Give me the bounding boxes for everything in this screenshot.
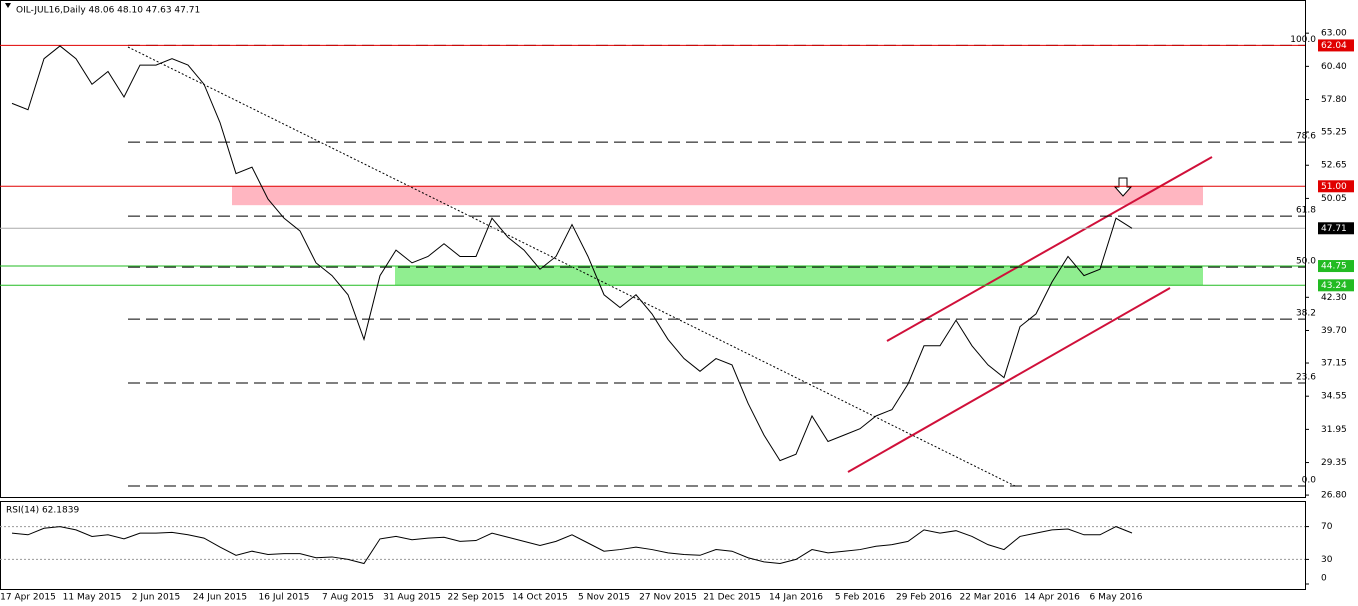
y-tick-label: 42.30	[1321, 293, 1347, 303]
level-label: 44.75	[1321, 262, 1347, 272]
y-tick-label: 30	[1321, 555, 1333, 565]
y-tick-label: 31.95	[1321, 425, 1347, 435]
fib-label: 0.0	[1302, 476, 1317, 486]
price-line	[11, 526, 1133, 565]
x-tick-label: 29 Feb 2016	[896, 593, 952, 603]
level-badge	[1318, 260, 1354, 273]
x-tick-label: 21 Dec 2015	[703, 593, 761, 603]
x-tick-label: 22 Mar 2016	[959, 593, 1016, 603]
y-tick-label: 60.40	[1321, 62, 1347, 72]
y-tick-label: 34.55	[1321, 392, 1347, 402]
level-label: 43.24	[1321, 281, 1347, 291]
x-tick-label: 24 Jun 2015	[193, 593, 247, 603]
fib-label: 23.6	[1296, 373, 1316, 383]
x-tick-label: 17 Apr 2015	[0, 593, 56, 603]
y-tick-label: 52.65	[1321, 161, 1347, 171]
y-tick-label: 63.00	[1321, 29, 1347, 39]
y-tick-label: 37.15	[1321, 359, 1347, 369]
level-badge	[1318, 222, 1354, 235]
rsi-panel	[0, 501, 1306, 590]
level-badge	[1318, 180, 1354, 193]
zone-band	[395, 266, 1203, 286]
channel-lower	[847, 287, 1171, 473]
y-tick-label: 26.80	[1321, 491, 1347, 501]
level-label: 51.00	[1321, 182, 1347, 192]
level-badge	[1318, 279, 1354, 292]
x-tick-label: 11 May 2015	[63, 593, 122, 603]
x-tick-label: 14 Jan 2016	[769, 593, 823, 603]
x-tick-label: 16 Jul 2015	[259, 593, 310, 603]
x-tick-label: 27 Nov 2015	[639, 593, 697, 603]
x-tick-label: 14 Oct 2015	[512, 593, 568, 603]
zone-band	[232, 186, 1203, 206]
price-line	[11, 45, 1133, 462]
y-tick-label: 0	[1321, 574, 1327, 584]
level-label: 47.71	[1321, 224, 1347, 234]
x-tick-label: 22 Sep 2015	[447, 593, 504, 603]
x-tick-label: 2 Jun 2015	[132, 593, 180, 603]
x-tick-label: 5 Feb 2016	[835, 593, 886, 603]
y-tick-label: 70	[1321, 522, 1333, 532]
chart-title: OIL-JUL16,Daily 48.06 48.10 47.63 47.71	[16, 6, 200, 16]
channel-upper	[886, 156, 1213, 342]
price-panel	[0, 0, 1306, 498]
x-tick-label: 7 Aug 2015	[322, 593, 374, 603]
y-tick-label: 55.25	[1321, 128, 1347, 138]
x-tick-label: 5 Nov 2015	[578, 593, 630, 603]
level-badge	[1318, 39, 1354, 52]
rsi-title: RSI(14) 62.1839	[6, 506, 79, 516]
fib-label: 50.0	[1296, 257, 1316, 267]
fib-label: 100.0	[1290, 35, 1316, 45]
y-tick-label: 57.80	[1321, 95, 1347, 105]
y-tick-label: 29.35	[1321, 458, 1347, 468]
fib-label: 78.6	[1296, 132, 1316, 142]
menu-arrow	[5, 3, 11, 8]
x-tick-label: 31 Aug 2015	[383, 593, 441, 603]
trend-line	[127, 46, 1016, 487]
down-arrow	[1113, 177, 1133, 197]
x-tick-label: 14 Apr 2016	[1024, 593, 1080, 603]
y-tick-label: 39.70	[1321, 326, 1347, 336]
x-tick-label: 6 May 2016	[1090, 593, 1143, 603]
level-label: 62.04	[1321, 41, 1347, 51]
fib-label: 38.2	[1296, 309, 1316, 319]
y-tick-label: 50.05	[1321, 194, 1347, 204]
fib-label: 61.8	[1296, 206, 1316, 216]
